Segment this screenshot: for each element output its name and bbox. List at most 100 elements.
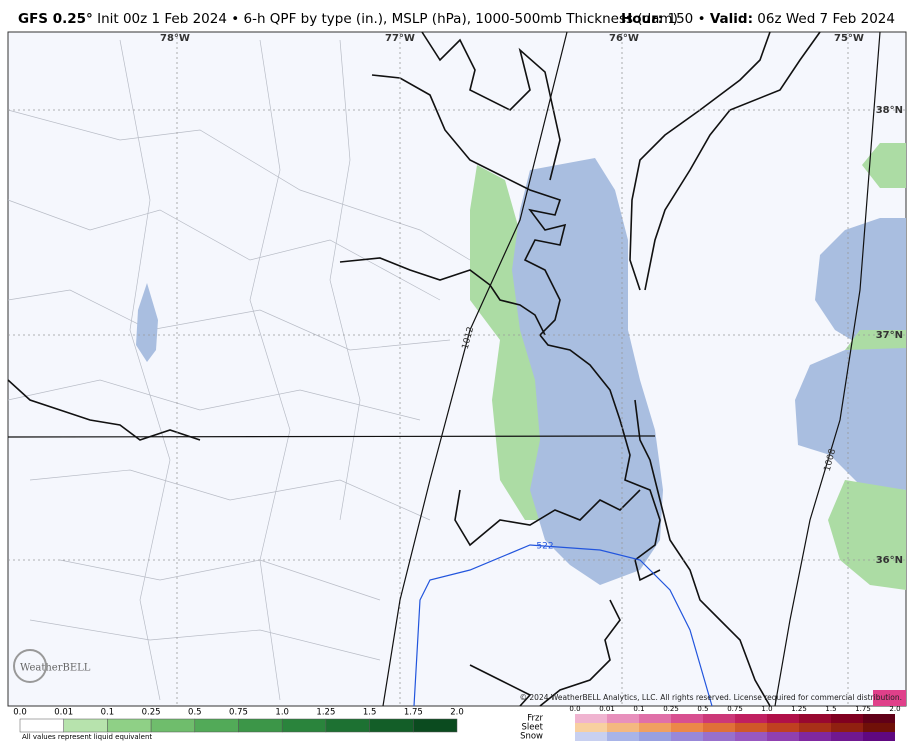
type-swatch [831,723,863,732]
rain-area [845,330,906,350]
rain-swatch [325,718,370,733]
type-swatch [703,714,735,723]
coastlines [7,31,821,707]
type-swatch [607,723,639,732]
rain-tick: 0.1 [101,708,115,718]
rain-swatch [281,718,327,733]
type-swatch [639,714,671,723]
type-tick: 0.5 [697,705,708,713]
latitude-label: 37°N [876,330,903,341]
rain-tick: 1.0 [275,708,289,718]
type-swatch [671,732,703,741]
map: 78°W 77°W 76°W 75°W38°N37°N36°N10121008522 … [7,31,907,707]
logo: WeatherBELL [20,663,91,674]
type-swatch [735,723,767,732]
separator: • [698,11,706,27]
type-swatch [735,732,767,741]
type-swatch [863,723,895,732]
thickness-line [413,544,713,707]
type-swatch [607,714,639,723]
type-swatch [671,714,703,723]
type-tick: 1.0 [761,705,772,713]
type-swatch [703,732,735,741]
rain-tick: 1.25 [316,708,335,718]
rain-tick: 1.75 [404,708,423,718]
snow-area [795,345,906,490]
latitude-label: 36°N [876,555,903,566]
frzr-area [873,690,906,706]
rain-swatch [63,718,108,733]
rain-tick: 0.5 [188,708,202,718]
rain-area [862,143,906,188]
type-tick: 0.01 [599,705,615,713]
type-swatch [799,723,831,732]
type-swatch [831,732,863,741]
type-swatch [703,723,735,732]
type-swatch [799,714,831,723]
rain-tick: 1.5 [363,708,377,718]
type-swatch [831,714,863,723]
longitude-label: 76°W [609,33,639,44]
isobar [382,31,568,707]
valid: 06z Wed 7 Feb 2024 [757,11,895,27]
copyright: © 2024 WeatherBELL Analytics, LLC. All r… [520,693,902,702]
type-tick: 1.5 [825,705,836,713]
description: Init 00z 1 Feb 2024 • 6-h QPF by type (i… [97,11,678,27]
rain-swatch [107,718,152,733]
type-swatch [767,723,799,732]
rain-tick: 0.75 [229,708,248,718]
rain-area [470,165,552,520]
type-swatch [799,732,831,741]
type-swatch [575,714,607,723]
header-left: GFS 0.25° Init 00z 1 Feb 2024 • 6-h QPF … [18,11,678,27]
state-border [7,435,656,438]
longitude-label: 77°W [385,33,415,44]
type-tick: 0.1 [633,705,644,713]
rain-swatch [238,718,283,733]
rain-area [828,480,906,590]
type-label: Frzr [527,714,543,724]
rain-swatch [369,718,414,733]
type-tick: 0.75 [727,705,743,713]
map-frame [7,31,907,707]
type-swatch [863,732,895,741]
type-swatch [607,732,639,741]
type-swatch [575,723,607,732]
valid-label: Valid: [710,11,753,27]
rain-tick: 0.01 [54,708,73,718]
rain-swatch [194,718,239,733]
type-tick: 1.25 [791,705,807,713]
header-right: Hour: 150 • Valid: 06z Wed 7 Feb 2024 [621,11,895,27]
hour-label: Hour: [621,11,663,27]
legend: All values represent liquid equivalent 0… [13,705,900,742]
type-tick: 2.0 [889,705,900,713]
snow-area [136,283,158,362]
logo-mark [13,649,47,683]
type-swatch [863,714,895,723]
latitude-label: 38°N [876,105,903,116]
type-swatch [575,732,607,741]
type-swatch [671,723,703,732]
rain-tick: 0.0 [13,708,27,718]
longitude-label: 75°W [834,33,864,44]
isobar [774,31,881,707]
counties [7,39,471,701]
type-swatch [767,732,799,741]
rain-swatch [150,718,196,733]
hour: 150 [668,11,694,27]
longitude-label: 78°W [160,33,190,44]
rain-tick: 0.25 [142,708,161,718]
type-label: Snow [520,732,543,742]
rain-tick: 2.0 [450,708,464,718]
legend-note: All values represent liquid equivalent [22,733,152,741]
rain-swatch [19,718,64,733]
model: GFS 0.25° [18,11,93,27]
type-tick: 1.75 [855,705,871,713]
type-swatch [639,723,671,732]
type-swatch [735,714,767,723]
rain-swatch [413,718,458,733]
contour-label: 522 [536,542,553,552]
type-swatch [767,714,799,723]
type-tick: 0.25 [663,705,679,713]
